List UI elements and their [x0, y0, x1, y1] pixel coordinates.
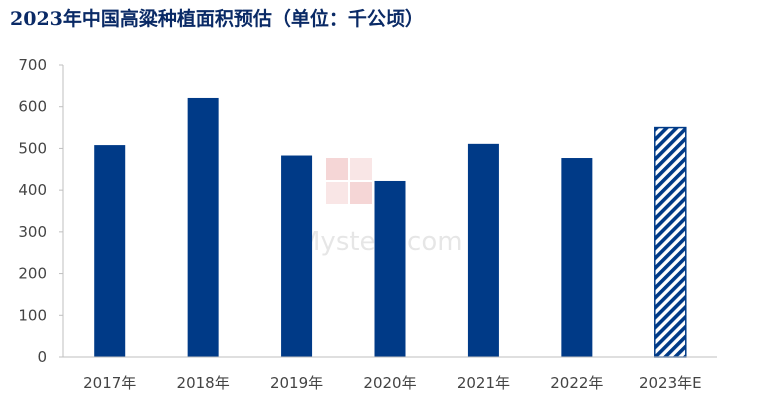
bars — [94, 97, 687, 358]
y-tick-label: 600 — [18, 98, 47, 116]
y-tick-label: 300 — [18, 223, 47, 241]
bar-estimate — [654, 126, 687, 358]
y-tick-label: 700 — [18, 56, 47, 74]
x-tick-label: 2021年 — [457, 374, 510, 392]
bar — [467, 143, 499, 357]
y-tick-label: 500 — [18, 139, 47, 157]
x-tick-label: 2019年 — [270, 374, 323, 392]
bar — [374, 180, 406, 357]
bar — [561, 158, 593, 357]
x-tick-label: 2020年 — [363, 374, 416, 392]
y-tick-label: 200 — [18, 265, 47, 283]
chart-title: 2023年中国高粱种植面积预估（单位：千公顷） — [10, 8, 424, 30]
bar — [94, 145, 126, 357]
x-tick-label: 2023年E — [639, 374, 702, 392]
y-axis: 0 100 200 300 400 500 600 700 — [18, 56, 63, 366]
x-tick-label: 2018年 — [177, 374, 230, 392]
bar — [281, 155, 313, 357]
y-tick-label: 0 — [37, 348, 47, 366]
y-tick-label: 100 — [18, 306, 47, 324]
x-axis: 2017年 2018年 2019年 2020年 2021年 2022年 2023年E — [83, 374, 701, 392]
bar — [187, 97, 219, 357]
x-tick-label: 2017年 — [83, 374, 136, 392]
x-tick-label: 2022年 — [550, 374, 603, 392]
y-tick-label: 400 — [18, 181, 47, 199]
